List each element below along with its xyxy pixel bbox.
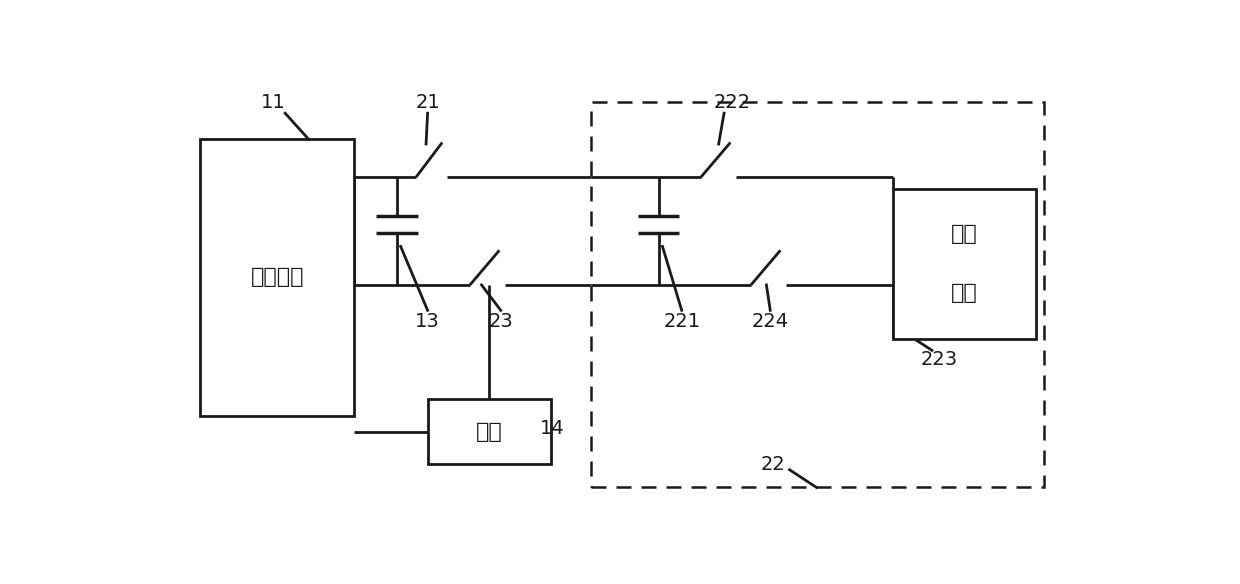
Text: 14: 14 xyxy=(539,419,564,439)
Text: 供电: 供电 xyxy=(951,224,978,245)
Bar xyxy=(201,138,355,416)
Text: 222: 222 xyxy=(713,93,750,112)
Bar xyxy=(428,399,551,464)
Bar xyxy=(590,102,1044,488)
Text: 221: 221 xyxy=(663,312,701,331)
Text: 223: 223 xyxy=(921,350,959,369)
Text: 23: 23 xyxy=(489,312,513,331)
Text: 电源: 电源 xyxy=(951,283,978,303)
Text: 11: 11 xyxy=(262,93,286,112)
Text: 224: 224 xyxy=(751,312,789,331)
Text: 电源: 电源 xyxy=(476,422,502,442)
Bar xyxy=(894,189,1035,339)
Text: 驱动电路: 驱动电路 xyxy=(250,267,304,287)
Text: 21: 21 xyxy=(415,93,440,112)
Text: 13: 13 xyxy=(415,312,440,331)
Text: 22: 22 xyxy=(760,455,785,474)
